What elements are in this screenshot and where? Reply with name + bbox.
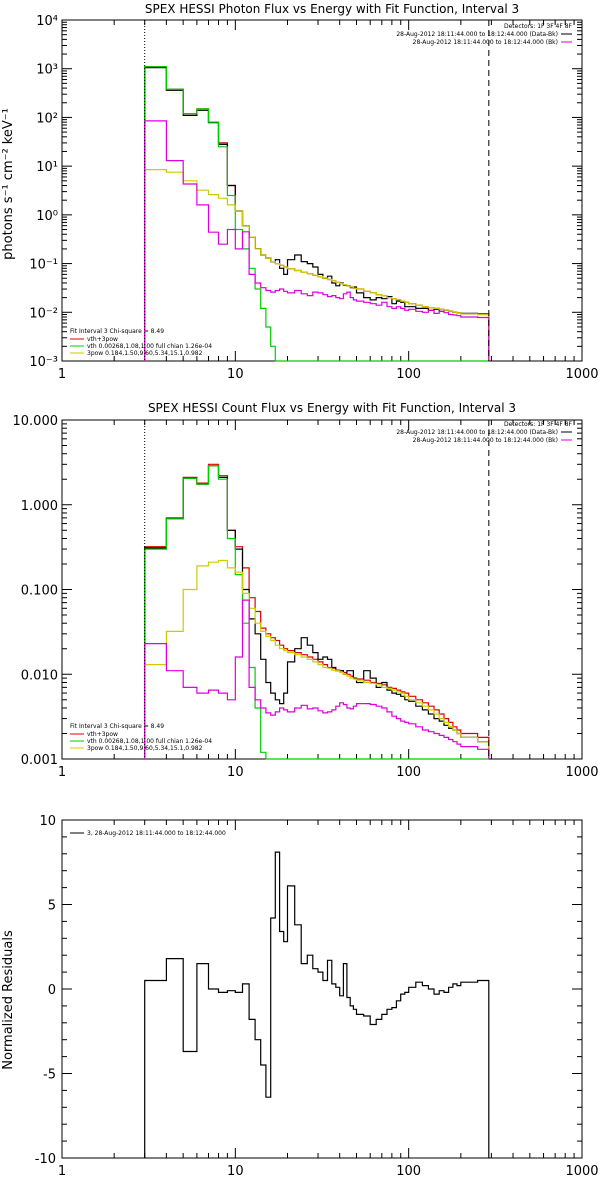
panel3-xtick-label: 1000	[565, 1164, 598, 1179]
panel3-ytick-label: 5	[48, 899, 56, 914]
panel1-frame	[61, 19, 583, 362]
panel1-ytick-label: 10⁴	[36, 14, 58, 29]
panel1-series-vth	[144, 66, 489, 362]
panel1-ytick-label: 10²	[36, 111, 58, 126]
panel2-frame	[61, 419, 583, 760]
panel2-legend-detectors: Detectors: 1F 3F 4F 8F	[504, 421, 573, 428]
panel2-series-3pow	[144, 559, 490, 759]
panel3-ytick-label: 10	[39, 814, 56, 829]
panel1-xtick-label: 100	[396, 367, 421, 382]
panel1-ytick-label: 10³	[36, 63, 58, 78]
panel1-fit-info: Fit Interval 3 Chi-square = 8.49	[70, 328, 164, 335]
panel3-xtick-label: 1	[58, 1164, 66, 1179]
panel2-ytick-label: 0.100	[21, 584, 58, 599]
panel1-ytick-label: 10⁻¹	[29, 258, 58, 273]
panel1-ytick-label: 10⁻³	[29, 355, 58, 370]
panel3-ytick-label: 0	[48, 983, 56, 998]
panel2-ytick-label: 10.000	[13, 414, 59, 429]
panel1-legend-data: 28-Aug-2012 18:11:44.000 to 18:12:44.000…	[396, 31, 558, 38]
panel1-legend-detectors: Detectors: 1F 3F 4F 8F	[504, 23, 573, 30]
panel1-ytick-label: 10⁻²	[29, 306, 58, 321]
panel1-series-bk	[144, 120, 490, 361]
panel2-ytick-label: 0.001	[21, 753, 58, 768]
panel2-legend-vth: vth 0.00268,1.08,1.00 full chian 1.26e-0…	[87, 738, 212, 745]
panel3-frame	[61, 819, 583, 1159]
panel2-fit-info: Fit Interval 3 Chi-square = 8.49	[70, 723, 164, 730]
panel2-xtick-label: 10	[227, 765, 244, 780]
panel1-title: SPEX HESSI Photon Flux vs Energy with Fi…	[145, 2, 519, 16]
panel1-ylabel: photons s⁻¹ cm⁻² keV⁻¹	[1, 108, 16, 260]
panel2-xtick-label: 100	[396, 765, 421, 780]
panel1-xtick-label: 10	[227, 367, 244, 382]
panel1-xtick-label: 1000	[565, 367, 598, 382]
panel3-ytick-label: -10	[35, 1152, 56, 1167]
panel2-ytick-label: 1.000	[21, 499, 58, 514]
panel1-legend-bk: 28-Aug-2012 18:11:44.000 to 18:12:44.000…	[413, 39, 558, 46]
panel3-legend: 3, 28-Aug-2012 18:11:44.000 to 18:12:44.…	[87, 830, 226, 837]
panel1-xtick-label: 1	[58, 367, 66, 382]
panel1-legend-vth3pow: vth+3pow	[87, 336, 118, 343]
panel2-series-data-bk	[144, 465, 490, 759]
panel1-series-3pow	[144, 169, 490, 361]
panel3-xtick-label: 10	[227, 1164, 244, 1179]
panel3-xtick-label: 100	[396, 1164, 421, 1179]
panel2-legend-vth3pow: vth+3pow	[87, 731, 118, 738]
panel1-ytick-label: 10⁰	[36, 209, 58, 224]
panel2-legend-bk: 28-Aug-2012 18:11:44.000 to 18:12:44.000…	[413, 437, 558, 444]
panel2-legend-data: 28-Aug-2012 18:11:44.000 to 18:12:44.000…	[396, 429, 558, 436]
panel2-xtick-label: 1	[58, 765, 66, 780]
panel1-ytick-label: 10¹	[36, 160, 58, 175]
panel2-xtick-label: 1000	[565, 765, 598, 780]
panel2-series-bk	[144, 599, 490, 759]
panel3-series-residuals	[144, 851, 490, 1158]
panel2-series-vth-3pow	[144, 463, 490, 759]
panel3-ylabel: Normalized Residuals	[1, 930, 16, 1070]
panel2-ytick-label: 0.010	[21, 668, 58, 683]
panel3-ytick-label: -5	[43, 1068, 56, 1083]
panel1-legend-vth: vth 0.00268,1.08,1.00 full chian 1.26e-0…	[87, 343, 212, 350]
panel2-series-vth	[144, 465, 489, 760]
panel2-title: SPEX HESSI Count Flux vs Energy with Fit…	[148, 401, 516, 415]
